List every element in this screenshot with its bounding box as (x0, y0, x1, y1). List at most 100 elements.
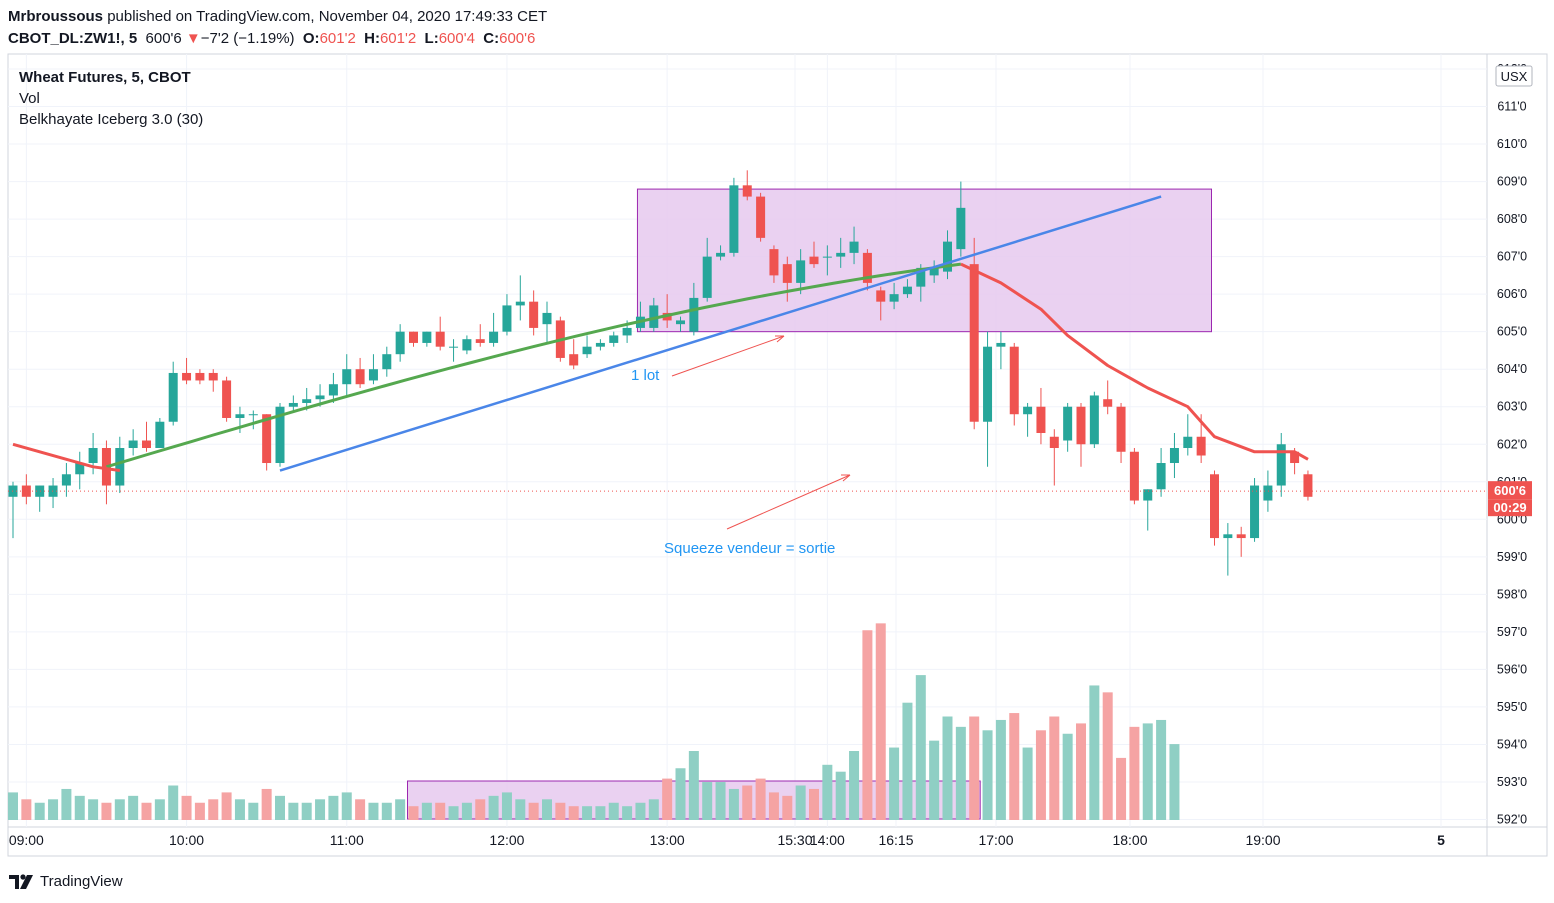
price-axis[interactable]: 592'0 593'0 594'0 595'0 596'0 597'0 598'0 599'0… (1497, 62, 1527, 826)
candle-body (929, 267, 939, 276)
candle-body (75, 463, 85, 475)
candle-body (1089, 395, 1099, 445)
volume-bar (1116, 757, 1127, 820)
volume-bar (1009, 713, 1020, 820)
currency-badge[interactable]: USX (1495, 65, 1533, 87)
candle-body (809, 256, 819, 265)
candle-body (782, 264, 792, 283)
volume-bar (555, 802, 566, 820)
candle-body (235, 414, 245, 418)
candle-body (248, 414, 258, 416)
legend-volume[interactable]: Vol (19, 90, 40, 107)
legend-title[interactable]: Wheat Futures, 5, CBOT (19, 69, 191, 86)
candle-body (489, 331, 499, 343)
volume-bar (1062, 733, 1073, 820)
footer-brand[interactable]: TradingView (40, 872, 123, 890)
countdown-badge-bg (1488, 499, 1532, 517)
indicator-lines (12, 195, 1309, 472)
price-tick-label: 592'0 (1497, 812, 1527, 826)
candle-body (155, 421, 165, 449)
time-tick-label: 12:00 (489, 832, 524, 848)
volume-bar (875, 623, 886, 820)
legend-indicator[interactable]: Belkhayate Iceberg 3.0 (30) (19, 111, 203, 128)
candle-body (195, 372, 205, 381)
trendline (279, 195, 1162, 472)
candle-body (649, 305, 659, 328)
volume-bar (515, 799, 526, 820)
candle-body (1303, 474, 1313, 497)
volume-bar (955, 726, 966, 820)
price-tick-label: 608'0 (1497, 212, 1527, 226)
volume-bar (448, 806, 459, 820)
candle-body (315, 395, 325, 400)
volume-bar (702, 782, 713, 820)
volume-bar (715, 782, 726, 820)
volume-bar (942, 716, 953, 820)
candle-body (168, 372, 178, 422)
high-key: H: (364, 30, 380, 47)
candle-body (796, 260, 806, 283)
candle-body (1143, 489, 1153, 501)
volume-bar (742, 785, 753, 820)
candle-body (1049, 436, 1059, 449)
candle-body (1250, 485, 1260, 539)
close-value: 600'6 (499, 30, 536, 47)
volume-bar (982, 730, 993, 820)
author-name[interactable]: Mrbroussous (8, 8, 104, 25)
volume-bar (675, 768, 686, 820)
candle-body (849, 241, 859, 253)
time-tick-label: 14:00 (810, 832, 845, 848)
time-tick-label: 10:00 (169, 832, 204, 848)
candle-body (742, 185, 752, 197)
candle-body (756, 196, 766, 238)
candle-body (409, 331, 418, 343)
volume-bar (902, 702, 913, 820)
volume-bar (1035, 730, 1046, 820)
volume-bar (154, 799, 165, 820)
candle-body (435, 331, 445, 347)
candle-body (876, 290, 886, 302)
volume-bar (261, 788, 272, 820)
annotation-squeeze[interactable]: Squeeze vendeur = sortie (664, 474, 851, 557)
iceberg-red-line (12, 442, 121, 472)
volume-bar (995, 719, 1006, 820)
price-tick-label: 595'0 (1497, 700, 1527, 714)
candle-body (475, 339, 485, 343)
volume-bar (114, 799, 125, 820)
candle-body (1116, 406, 1126, 452)
price-highlight-box[interactable] (636, 188, 1212, 333)
volume-bar (88, 799, 99, 820)
volume-bar (662, 778, 673, 820)
volume-bar (595, 806, 606, 820)
volume-bar (341, 792, 352, 820)
volume-bar (608, 802, 619, 820)
volume-bar (128, 795, 139, 820)
legend: Wheat Futures, 5, CBOT Vol Belkhayate Ic… (19, 69, 203, 128)
time-tick-label: 17:00 (978, 832, 1013, 848)
price-tick-label: 610'0 (1497, 137, 1527, 151)
candle-body (676, 320, 685, 325)
candle-body (1009, 346, 1019, 415)
price-tick-label: 607'0 (1497, 250, 1527, 264)
price-tick-label: 605'0 (1497, 325, 1527, 339)
candle-body (769, 249, 779, 276)
annotation-one-lot[interactable]: 1 lot (631, 335, 785, 384)
tradingview-logo-icon[interactable] (8, 871, 36, 891)
candle-body (182, 372, 192, 381)
volume-bar (368, 802, 379, 820)
volume-bar (1142, 723, 1153, 820)
publish-line: Mrbroussous published on TradingView.com… (8, 8, 547, 25)
volume-bar (288, 802, 299, 820)
candle-body (1183, 436, 1193, 449)
candle-body (956, 207, 966, 250)
volume-bar (795, 785, 806, 820)
candle-body (61, 474, 71, 486)
volume-bar (501, 792, 512, 820)
volume-bar (475, 799, 486, 820)
volume-bars (8, 623, 1180, 820)
volume-bar (755, 778, 766, 820)
iceberg-red-line (960, 262, 1309, 461)
price-tick-label: 606'0 (1497, 287, 1527, 301)
